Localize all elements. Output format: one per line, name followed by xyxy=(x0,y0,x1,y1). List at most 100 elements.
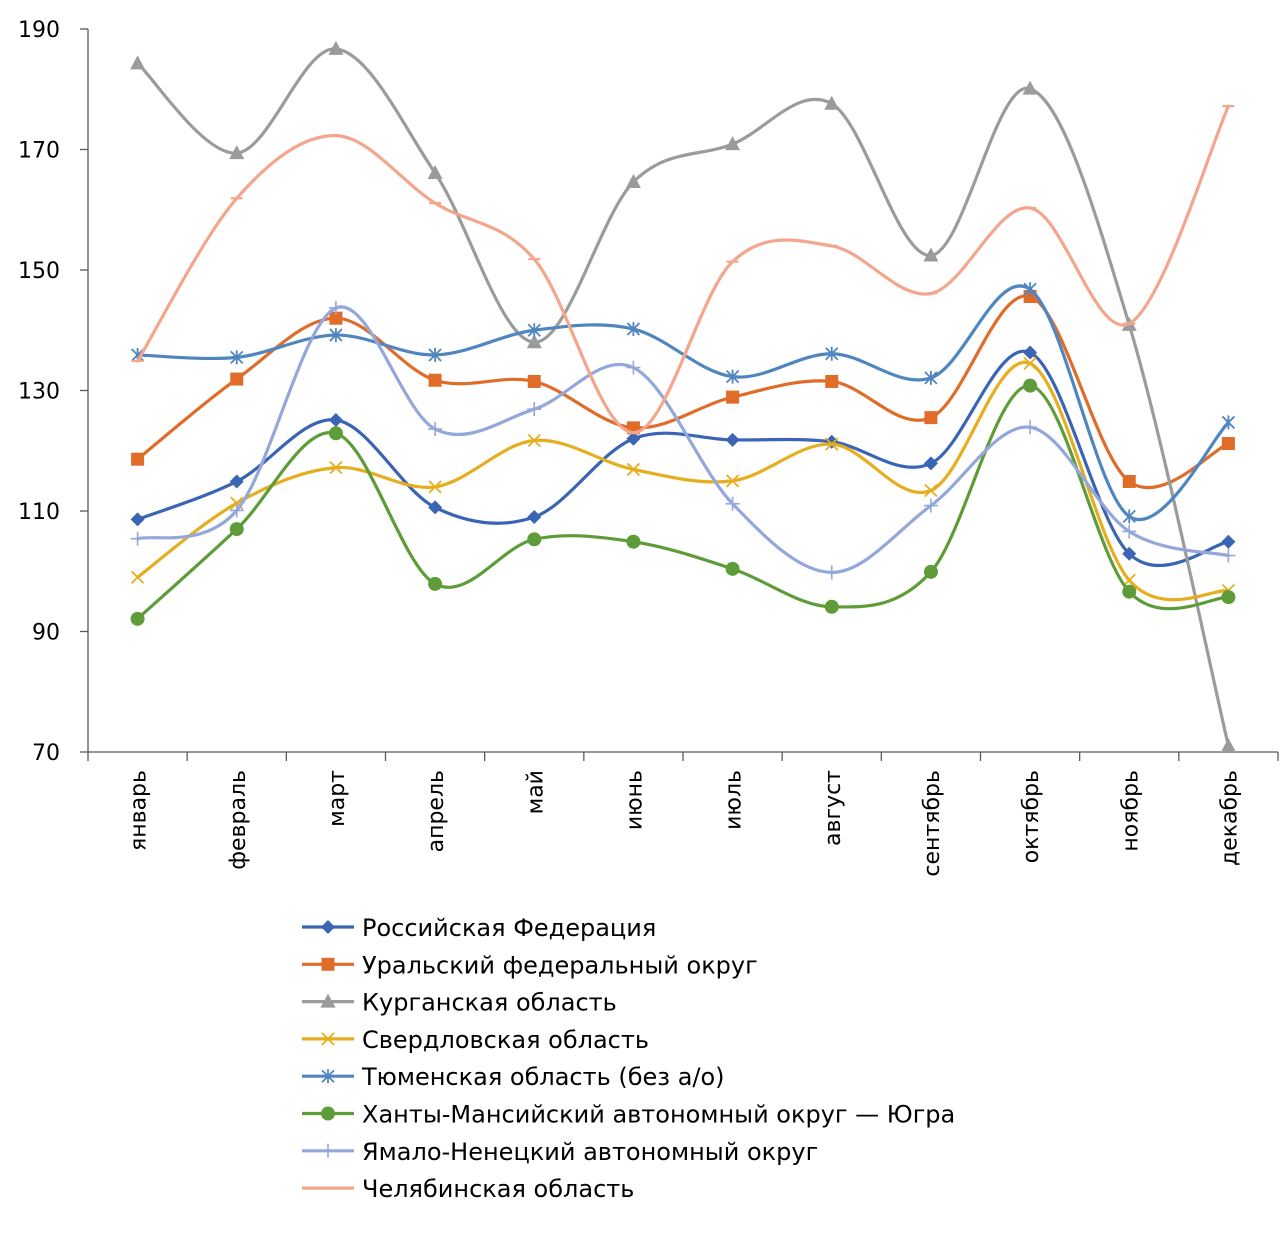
x-tick-label: май xyxy=(523,770,548,814)
legend-label: Курганская область xyxy=(362,989,617,1017)
y-tick-label: 170 xyxy=(18,139,60,164)
legend-label: Ямало-Ненецкий автономный округ xyxy=(362,1138,818,1166)
data-point xyxy=(229,522,244,537)
data-point xyxy=(1221,437,1235,451)
x-axis: январь февраль март апрель май июнь июль август… xyxy=(87,751,1279,877)
data-point xyxy=(1220,737,1236,752)
series-line xyxy=(135,294,1231,490)
legend-label: Тюменская область (без а/о) xyxy=(361,1063,725,1091)
legend-item: Ямало-Ненецкий автономный округ xyxy=(302,1138,818,1166)
data-point xyxy=(1023,345,1038,360)
data-point xyxy=(321,1069,335,1084)
data-point xyxy=(321,1106,335,1121)
data-point xyxy=(726,390,740,404)
series-line xyxy=(135,360,1231,602)
y-axis: 70 90 110 130 150 170 190 xyxy=(18,18,89,766)
legend-label: Свердловская область xyxy=(362,1026,649,1054)
data-point xyxy=(321,1032,335,1046)
x-tick-label: апрель xyxy=(424,770,449,852)
data-point xyxy=(626,462,641,477)
data-point xyxy=(428,422,443,437)
data-point xyxy=(321,1143,335,1158)
series-line xyxy=(135,47,1231,748)
data-point xyxy=(1221,534,1236,549)
series-line xyxy=(135,384,1231,621)
data-point xyxy=(328,40,344,55)
data-point xyxy=(1122,584,1137,599)
data-point xyxy=(321,920,335,934)
legend-item: Тюменская область (без а/о) xyxy=(302,1063,725,1091)
data-point xyxy=(725,369,740,384)
data-point xyxy=(626,431,641,446)
series-7 xyxy=(130,300,1236,580)
legend-item: Российская Федерация xyxy=(302,914,656,942)
x-tick-label: январь xyxy=(127,770,152,851)
series-line xyxy=(135,349,1231,568)
series-lines xyxy=(130,40,1236,752)
data-point xyxy=(924,411,938,425)
data-point xyxy=(725,432,740,447)
series-5 xyxy=(130,282,1236,524)
data-point xyxy=(130,512,145,527)
data-point xyxy=(626,322,641,337)
x-tick-label: февраль xyxy=(226,770,251,870)
data-point xyxy=(1122,524,1137,539)
data-point xyxy=(1122,509,1136,524)
data-point xyxy=(428,576,443,591)
series-line xyxy=(135,284,1231,521)
legend-item: Челябинская область xyxy=(302,1175,634,1203)
legend-item: Уральский федеральный округ xyxy=(302,951,758,979)
data-point xyxy=(230,350,244,365)
data-point xyxy=(130,531,145,546)
data-point xyxy=(526,334,542,349)
data-point xyxy=(328,413,343,428)
data-point xyxy=(527,402,542,417)
data-point xyxy=(626,360,641,375)
data-point xyxy=(527,433,541,448)
x-tick-label: ноябрь xyxy=(1118,770,1143,852)
data-point xyxy=(923,564,938,579)
data-point xyxy=(428,500,443,515)
legend-label: Уральский федеральный округ xyxy=(362,951,758,979)
legend-item: Ханты-Мансийский автономный округ — Югра xyxy=(302,1101,955,1129)
data-point xyxy=(329,460,343,475)
data-point xyxy=(1221,548,1236,563)
x-tick-label: июль xyxy=(722,770,747,830)
legend-item: Свердловская область xyxy=(302,1026,649,1054)
data-point xyxy=(825,437,839,451)
y-tick-label: 150 xyxy=(18,259,60,284)
data-point xyxy=(229,503,244,518)
data-point xyxy=(923,498,938,513)
data-point xyxy=(923,247,939,262)
data-point xyxy=(1122,546,1137,561)
data-point xyxy=(824,434,839,449)
legend-label: Ханты-Мансийский автономный округ — Югра xyxy=(362,1101,955,1129)
y-tick-label: 90 xyxy=(32,621,60,646)
series-1 xyxy=(130,345,1236,568)
data-point xyxy=(527,374,541,388)
data-point xyxy=(924,370,938,385)
data-point xyxy=(824,565,839,580)
data-point xyxy=(725,496,740,511)
data-point xyxy=(824,95,840,110)
data-point xyxy=(329,328,343,343)
data-point xyxy=(229,474,244,489)
series-3 xyxy=(130,40,1236,752)
data-point xyxy=(1221,415,1236,430)
series-8 xyxy=(131,104,1235,435)
y-tick-label: 190 xyxy=(18,18,60,43)
data-point xyxy=(1023,356,1037,371)
data-point xyxy=(527,323,541,338)
x-tick-label: март xyxy=(325,770,350,827)
x-tick-label: декабрь xyxy=(1217,770,1242,866)
data-point xyxy=(321,957,335,971)
legend: Российская Федерация Уральский федеральны… xyxy=(302,914,955,1203)
data-point xyxy=(725,474,740,488)
data-point xyxy=(725,561,740,576)
data-point xyxy=(428,373,442,387)
series-4 xyxy=(130,356,1236,602)
data-point xyxy=(625,174,641,189)
legend-label: Российская Федерация xyxy=(362,914,656,942)
data-point xyxy=(1023,378,1038,393)
